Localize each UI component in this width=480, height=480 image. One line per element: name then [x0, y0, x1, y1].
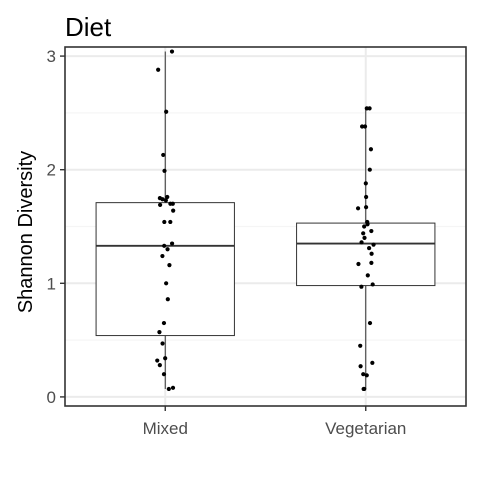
data-point — [370, 282, 375, 287]
data-point — [165, 194, 170, 200]
y-tick-label: 3 — [47, 47, 56, 66]
data-point — [165, 247, 170, 252]
data-point — [161, 320, 167, 326]
data-point — [164, 109, 169, 114]
data-point — [359, 284, 364, 289]
plot-layer: 0 1 2 3 Mixed Vegetarian — [47, 46, 467, 438]
data-point — [161, 372, 167, 377]
data-point — [361, 372, 366, 377]
data-point — [362, 386, 367, 392]
data-point — [166, 386, 171, 392]
data-point — [359, 240, 364, 245]
data-point — [164, 281, 169, 286]
data-point — [157, 330, 162, 335]
data-point — [367, 320, 373, 326]
data-point — [155, 358, 160, 363]
box-iqr — [296, 222, 436, 287]
data-point — [160, 253, 165, 259]
y-tick-label: 2 — [47, 161, 56, 180]
data-point — [358, 343, 363, 348]
data-point — [358, 364, 363, 369]
y-tick-label: 1 — [47, 274, 56, 293]
data-point — [364, 373, 369, 378]
box-iqr — [95, 202, 235, 337]
data-point — [363, 181, 368, 186]
data-point — [367, 245, 372, 251]
data-point — [362, 235, 367, 240]
data-point — [157, 363, 162, 368]
data-point — [362, 124, 368, 129]
data-point — [162, 243, 167, 248]
x-tick-label: Vegetarian — [325, 419, 406, 438]
data-point — [156, 67, 161, 72]
data-point — [369, 251, 374, 256]
data-point — [368, 147, 374, 152]
data-point — [362, 224, 367, 229]
y-axis-title: Shannon Diversity — [15, 151, 37, 313]
data-point — [356, 261, 361, 267]
data-point — [370, 360, 375, 365]
data-point — [367, 167, 372, 172]
data-point — [360, 124, 365, 129]
chart-title: Diet — [65, 12, 112, 42]
y-tick-label: 0 — [47, 388, 56, 407]
data-point — [161, 152, 166, 158]
data-point — [162, 168, 167, 173]
data-point — [365, 222, 370, 227]
data-point — [169, 241, 175, 246]
data-point — [169, 49, 175, 54]
data-point — [170, 385, 176, 390]
data-point — [163, 198, 168, 203]
data-point — [369, 228, 374, 234]
data-point — [162, 219, 167, 225]
data-point — [168, 219, 173, 225]
data-point — [365, 273, 370, 278]
data-point — [371, 242, 376, 247]
data-point — [364, 194, 369, 200]
data-point — [158, 202, 163, 208]
data-point — [165, 297, 170, 302]
data-point — [160, 197, 165, 202]
data-point — [171, 208, 176, 213]
data-point — [168, 201, 173, 206]
data-point — [363, 205, 369, 210]
data-point — [369, 260, 374, 265]
data-point — [167, 263, 172, 268]
data-point — [163, 356, 168, 361]
data-point — [361, 231, 366, 236]
data-point — [364, 106, 369, 111]
data-point — [160, 341, 165, 346]
x-tick-label: Mixed — [143, 419, 188, 438]
data-point — [355, 206, 361, 211]
panel-border — [64, 46, 467, 407]
